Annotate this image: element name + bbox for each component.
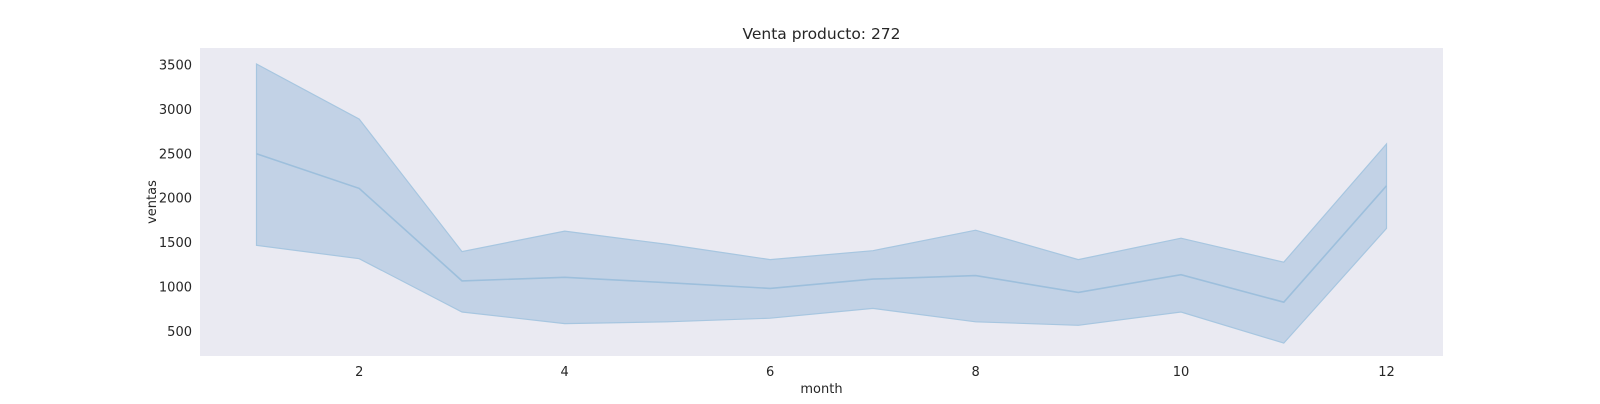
y-tick-label: 1500 — [159, 236, 192, 251]
x-tick-label: 6 — [766, 365, 774, 380]
mean-line — [256, 153, 1388, 304]
x-tick-label: 2 — [355, 365, 363, 380]
x-tick-label: 4 — [561, 365, 569, 380]
x-axis-ticks: 2 4 6 8 10 12 — [355, 365, 1395, 380]
y-tick-label: 2000 — [159, 192, 192, 207]
y-axis-label: ventas — [145, 180, 160, 224]
y-tick-label: 1000 — [159, 281, 192, 296]
y-tick-label: 2500 — [159, 147, 192, 162]
x-tick-label: 8 — [971, 365, 979, 380]
y-tick-label: 3500 — [159, 58, 192, 73]
x-axis-label: month — [800, 382, 842, 397]
x-tick-label: 12 — [1378, 365, 1395, 380]
chart-title: Venta producto: 272 — [742, 25, 900, 43]
y-axis-ticks: 500 1000 1500 2000 2500 3000 3500 — [159, 58, 192, 340]
x-tick-label: 10 — [1173, 365, 1190, 380]
y-tick-label: 3000 — [159, 103, 192, 118]
y-tick-label: 500 — [167, 325, 192, 340]
confidence-band — [255, 62, 1388, 344]
